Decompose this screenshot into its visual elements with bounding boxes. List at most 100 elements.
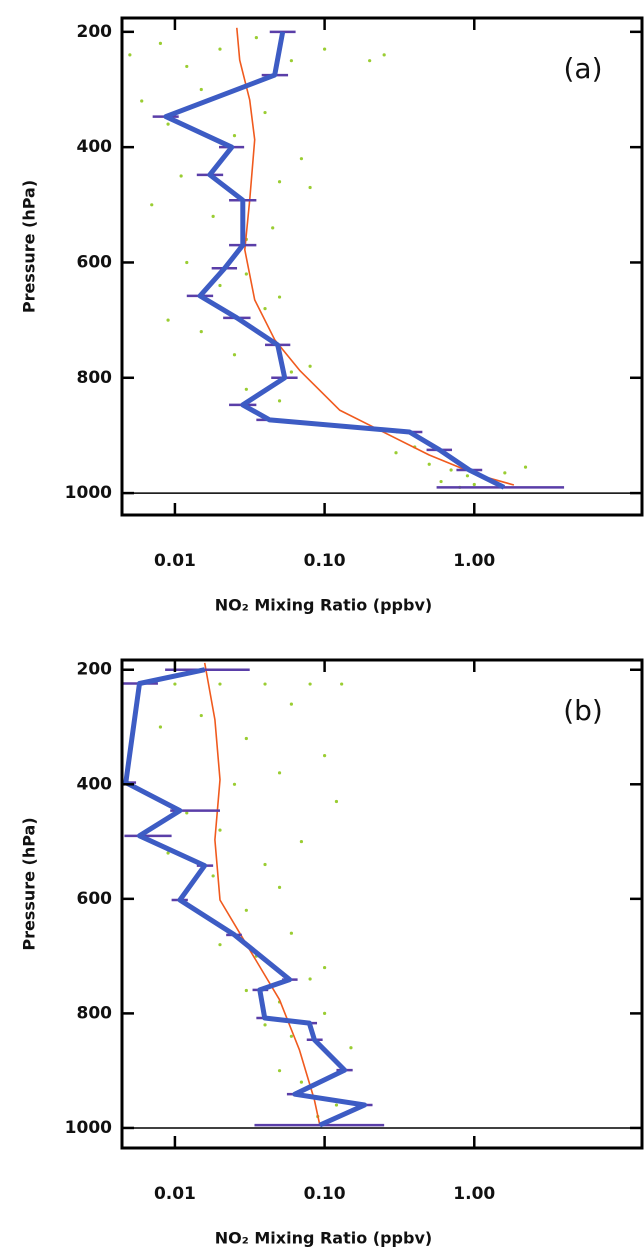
profile-line: [123, 667, 368, 1128]
x-tick-label: 0.01: [154, 551, 196, 571]
y-tick-label: 800: [77, 1003, 113, 1023]
panel-annotation: (b): [563, 694, 603, 727]
scatter-point: [308, 977, 312, 981]
scatter-point: [472, 482, 476, 487]
scatter-point: [218, 943, 222, 947]
scatter-point: [289, 702, 293, 706]
plot-frame: [120, 658, 644, 1150]
x-axis-label: NO₂ Mixing Ratio (ppbv): [215, 1229, 432, 1248]
y-tick-label: 200: [77, 660, 113, 680]
scatter-point: [277, 180, 282, 184]
scatter-point: [263, 1023, 267, 1027]
scatter-point: [166, 318, 170, 322]
scatter-point: [128, 53, 132, 57]
scatter-point: [244, 736, 248, 741]
scatter-point: [323, 965, 327, 970]
scatter-point: [199, 87, 203, 92]
y-tick-label: 400: [77, 137, 113, 157]
y-tick-label: 600: [77, 889, 113, 909]
scatter-point: [232, 353, 237, 357]
scatter-point: [427, 462, 431, 466]
scatter-point: [308, 185, 312, 190]
scatter-point: [299, 1080, 304, 1084]
scatter-point: [340, 682, 344, 686]
scatter-point: [323, 1011, 327, 1015]
scatter-point: [244, 988, 248, 993]
scatter-point: [211, 874, 215, 878]
scatter-point: [465, 474, 470, 478]
scatter-point: [158, 725, 163, 729]
scatter-point: [382, 53, 386, 57]
y-tick-label: 1000: [65, 1118, 112, 1138]
scatter-point: [449, 468, 453, 472]
scatter-point: [349, 1046, 353, 1050]
scatter-point: [218, 828, 222, 832]
x-tick-label: 0.10: [304, 551, 346, 571]
scatter-point: [179, 174, 183, 178]
scatter-point: [523, 465, 528, 469]
y-axis-label: Pressure (hPa): [20, 817, 39, 950]
scatter-point: [263, 682, 267, 686]
scatter-point: [503, 471, 507, 475]
scatter-point: [289, 931, 293, 935]
scatter-point: [232, 134, 237, 138]
model-line: [236, 27, 515, 486]
scatter-point: [185, 811, 189, 815]
x-tick-label: 1.00: [453, 551, 495, 571]
scatter-point: [368, 59, 372, 63]
scatter-point: [277, 771, 282, 775]
scatter-point: [166, 122, 170, 126]
scatter-point: [308, 682, 312, 686]
scatter-point: [254, 36, 258, 40]
scatter-point: [334, 1103, 339, 1107]
y-axis-label: Pressure (hPa): [20, 180, 39, 313]
scatter-point: [218, 47, 222, 51]
scatter-point: [308, 364, 312, 368]
scatter-point: [244, 908, 248, 912]
scatter-point: [334, 799, 339, 804]
scatter-point: [439, 479, 443, 484]
panel: 200 400 600 800 1000 0.01 0.10 1.00 NO₂ Mixing R…: [20, 658, 644, 1248]
y-tick-label: 400: [77, 774, 113, 794]
scatter-point: [199, 330, 203, 334]
scatter-point: [394, 451, 398, 455]
x-tick-label: 0.01: [154, 1184, 196, 1204]
model-line: [203, 662, 321, 1126]
scatter-point: [277, 399, 282, 403]
scatter-point: [289, 1034, 293, 1038]
scatter-point: [211, 214, 215, 218]
plot-area: [128, 27, 565, 490]
scatter-point: [299, 157, 304, 161]
plot-frame: [120, 16, 644, 517]
x-tick-label: 1.00: [453, 1184, 495, 1204]
scatter-point: [218, 682, 222, 686]
scatter-point: [140, 99, 144, 103]
x-axis-label: NO₂ Mixing Ratio (ppbv): [215, 596, 432, 615]
y-tick-label: 600: [77, 252, 113, 272]
y-tick-label: 1000: [65, 483, 112, 503]
scatter-point: [199, 713, 203, 718]
scatter-point: [185, 64, 189, 69]
panel: 200 400 600 800 1000 0.01 0.10 1.00 NO₂ Mixing R…: [20, 16, 644, 615]
x-tick-label: 0.10: [304, 1184, 346, 1204]
scatter-point: [277, 885, 282, 889]
scatter-point: [299, 839, 304, 844]
scatter-point: [263, 110, 267, 115]
plot-area: [122, 662, 385, 1128]
scatter-point: [277, 1069, 282, 1073]
scatter-point: [166, 851, 170, 855]
scatter-point: [158, 41, 163, 45]
scatter-point: [289, 370, 293, 374]
scatter-point: [244, 387, 248, 391]
scatter-point: [263, 306, 267, 311]
scatter-point: [244, 272, 248, 276]
scatter-point: [185, 260, 189, 265]
panel-annotation: (a): [563, 52, 602, 85]
y-tick-label: 200: [77, 22, 113, 42]
scatter-point: [323, 47, 327, 51]
scatter-point: [263, 862, 267, 867]
scatter-point: [232, 782, 237, 786]
scatter-point: [271, 226, 275, 230]
y-tick-label: 800: [77, 368, 113, 388]
